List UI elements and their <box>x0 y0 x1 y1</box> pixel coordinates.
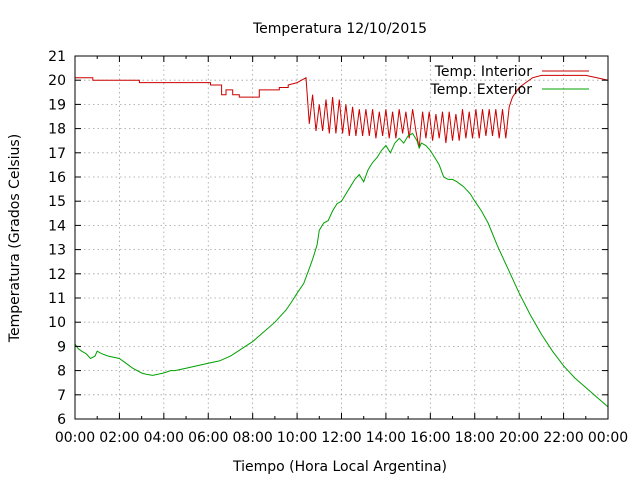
y-axis-label: Temperatura (Grados Celsius) <box>7 134 23 343</box>
y-tick-label: 8 <box>57 364 66 380</box>
y-tick-label: 14 <box>48 218 66 234</box>
legend-label: Temp. Exterior <box>430 82 533 98</box>
y-tick-label: 6 <box>57 412 66 428</box>
y-tick-label: 16 <box>48 170 66 186</box>
x-tick-label: 16:00 <box>410 430 450 446</box>
y-tick-label: 10 <box>48 315 66 331</box>
y-tick-label: 18 <box>48 122 66 138</box>
legend: Temp. Interior Temp. Exterior <box>430 64 589 98</box>
y-tick-label: 7 <box>57 388 66 404</box>
x-tick-label: 12:00 <box>321 430 361 446</box>
x-tick-label: 14:00 <box>366 430 406 446</box>
x-tick-label: 02:00 <box>99 430 139 446</box>
x-tick-label: 08:00 <box>232 430 272 446</box>
series-lines <box>74 74 609 408</box>
y-tick-label: 11 <box>48 291 66 307</box>
x-tick-label: 00:00 <box>55 430 95 446</box>
series-line-0 <box>75 74 609 149</box>
x-tick-label: 10:00 <box>277 430 317 446</box>
x-tick-label: 22:00 <box>543 430 583 446</box>
series-line-1 <box>74 132 609 408</box>
grid <box>75 56 608 419</box>
x-tick-label: 04:00 <box>144 430 184 446</box>
y-tick-label: 19 <box>48 97 66 113</box>
y-tick-label: 17 <box>48 146 66 162</box>
x-tick-label: 00:00 <box>588 430 628 446</box>
x-axis-label: Tiempo (Hora Local Argentina) <box>232 459 447 475</box>
x-tick-label: 20:00 <box>499 430 539 446</box>
y-tick-label: 13 <box>48 243 66 259</box>
legend-label: Temp. Interior <box>434 64 533 80</box>
y-tick-label: 15 <box>48 194 66 210</box>
y-tick-label: 12 <box>48 267 66 283</box>
chart-title: Temperatura 12/10/2015 <box>252 21 427 37</box>
y-tick-label: 20 <box>48 73 66 89</box>
y-tick-label: 21 <box>48 49 66 65</box>
x-tick-label: 06:00 <box>188 430 228 446</box>
y-tick-label: 9 <box>57 339 66 355</box>
x-tick-label: 18:00 <box>455 430 495 446</box>
